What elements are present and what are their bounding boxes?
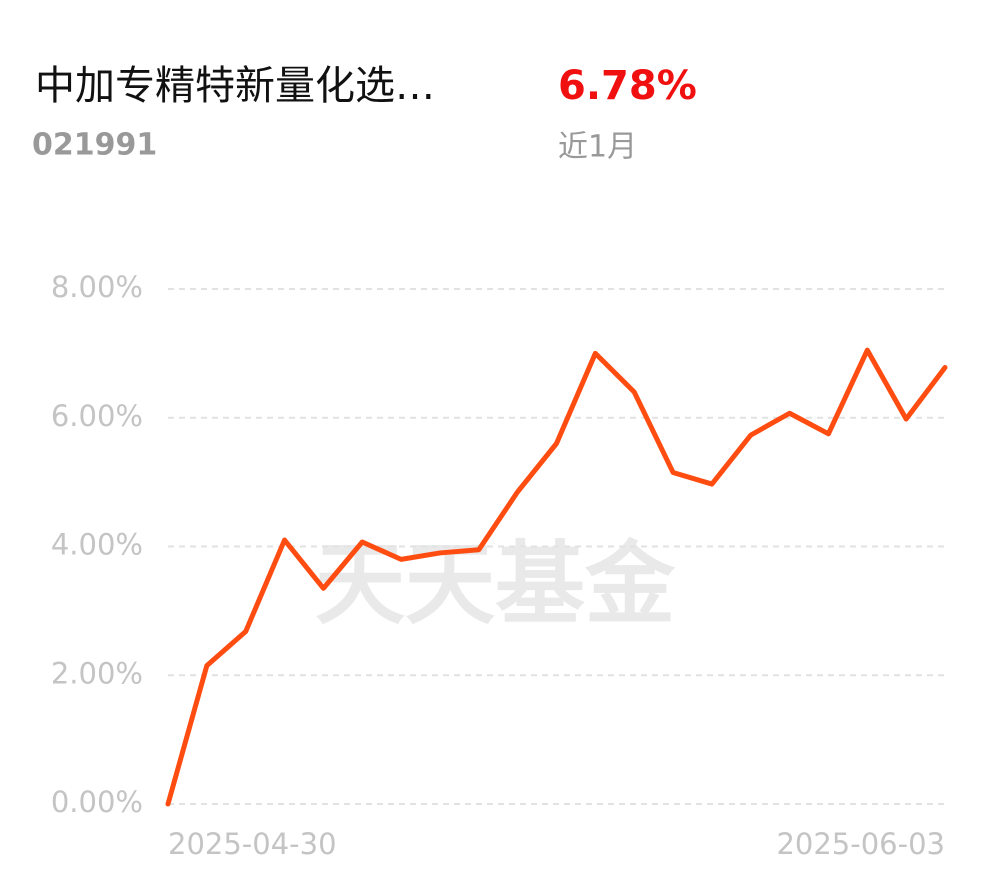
x-tick-label: 2025-06-03	[776, 827, 945, 861]
line	[165, 347, 948, 807]
x-tick-label: 2025-04-30	[168, 827, 337, 861]
y-tick-label: 6.00%	[51, 399, 143, 433]
return-period: 近1月	[558, 130, 637, 165]
y-tick-label: 8.00%	[51, 270, 143, 304]
fund-name: 中加专精特新量化选…	[35, 63, 435, 109]
y-tick-label: 2.00%	[51, 656, 143, 690]
fund-return: 6.78%	[558, 63, 697, 109]
y-tick-label: 0.00%	[51, 785, 143, 819]
fund-code: 021991	[32, 128, 157, 163]
y-tick-label: 4.00%	[51, 528, 143, 562]
